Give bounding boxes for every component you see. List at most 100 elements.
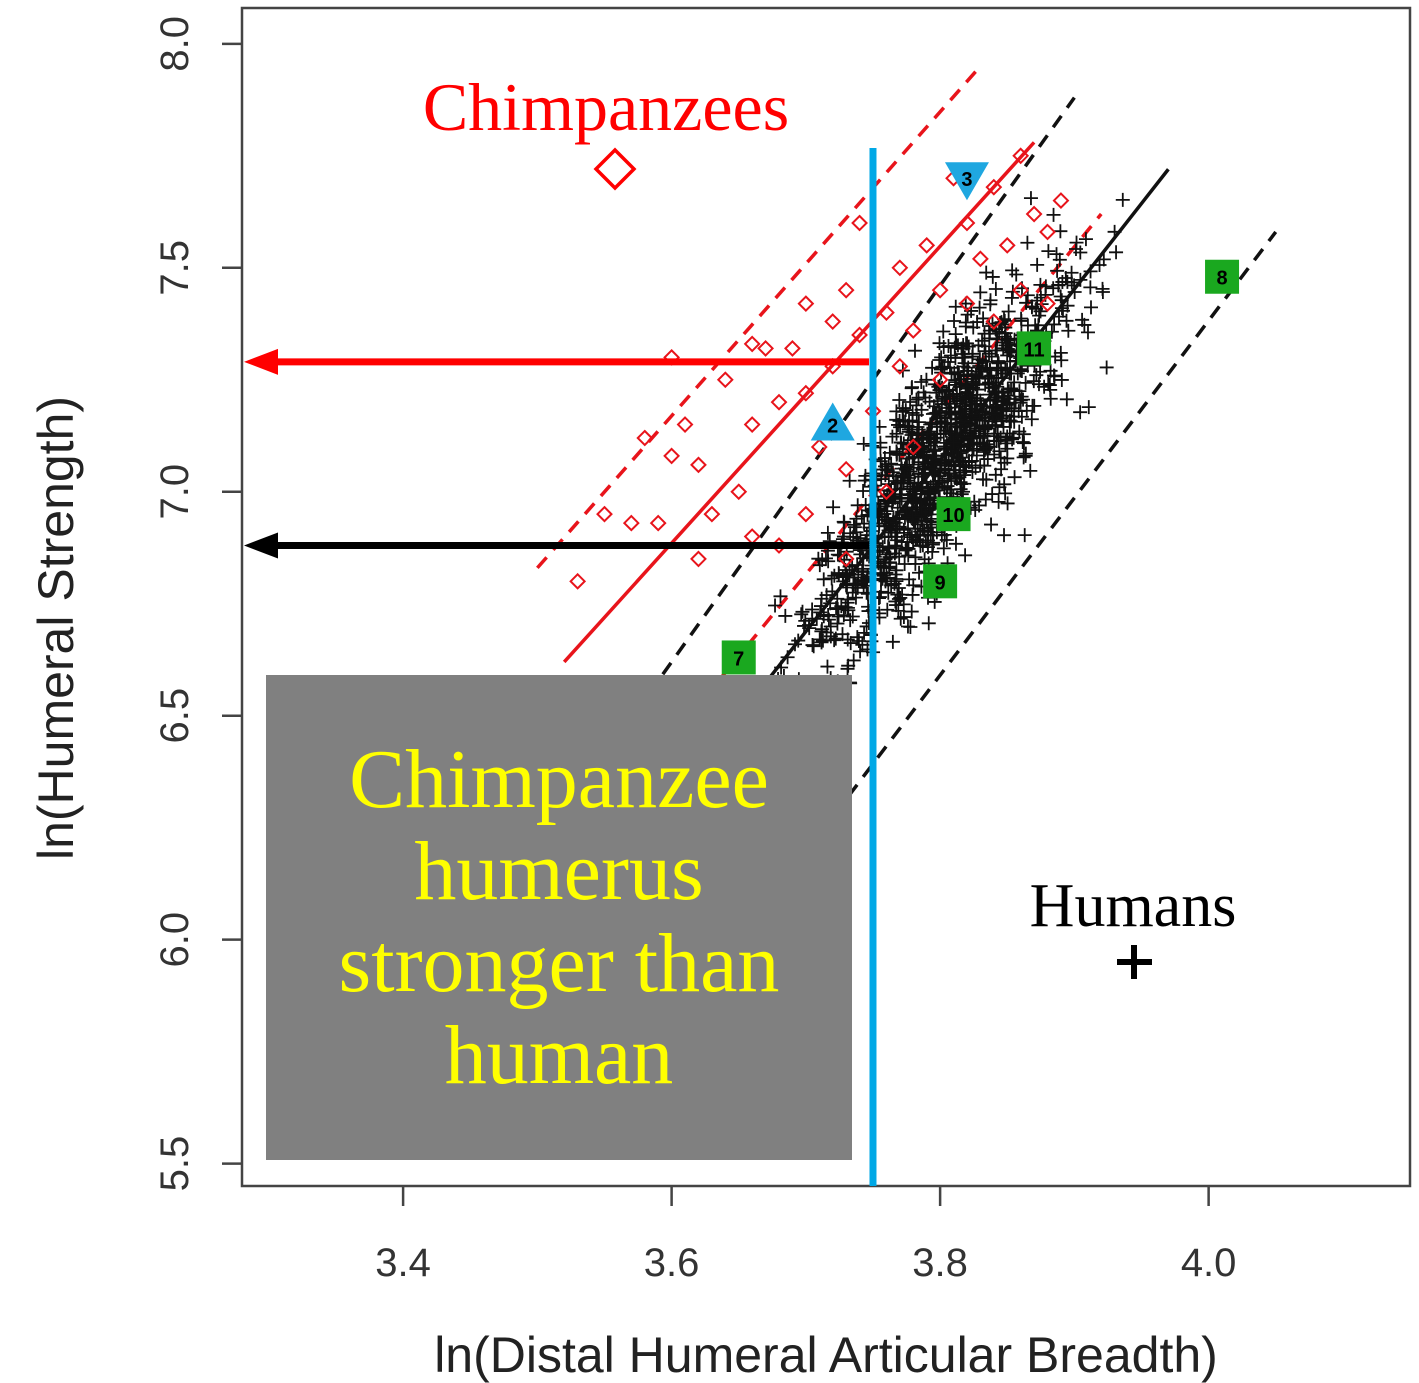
human-point <box>996 404 1011 419</box>
chimp-point <box>743 335 761 353</box>
human-point <box>909 392 924 407</box>
fossil-label: 7 <box>733 648 744 670</box>
human-point <box>1030 257 1045 272</box>
chimp-point <box>1025 205 1043 223</box>
human-point <box>1052 252 1067 267</box>
arrow-1 <box>244 532 869 559</box>
human-point <box>897 469 912 484</box>
chimp-point <box>918 236 936 254</box>
chimp-point <box>797 505 815 523</box>
human-point <box>987 447 1002 462</box>
human-point <box>982 407 997 422</box>
human-point <box>813 605 828 620</box>
human-point <box>890 587 905 602</box>
human-point <box>947 313 962 328</box>
human-point <box>984 517 999 532</box>
human-point <box>820 659 835 674</box>
chimp-point <box>958 214 976 232</box>
human-point <box>934 350 949 365</box>
human-point <box>806 639 821 654</box>
human-point <box>1003 414 1018 429</box>
human-point <box>1003 332 1018 347</box>
chimp-point <box>985 178 1003 196</box>
human-point <box>977 429 992 444</box>
human-point <box>903 395 918 410</box>
human-point <box>900 619 915 634</box>
chimp-point <box>797 384 815 402</box>
chimp-point <box>998 236 1016 254</box>
fossil-label: 3 <box>961 169 972 191</box>
chimp-point <box>743 528 761 545</box>
human-point <box>830 591 845 606</box>
chimp-point <box>757 339 775 357</box>
human-point <box>1099 360 1114 375</box>
human-point <box>982 346 997 361</box>
human-point <box>1043 391 1058 406</box>
human-point <box>847 570 862 585</box>
chimp-point <box>596 505 613 523</box>
human-point <box>964 430 979 445</box>
human-point <box>1014 364 1029 379</box>
human-point <box>1095 284 1110 299</box>
human-point <box>983 363 998 378</box>
fossil-10: 10 <box>936 497 971 532</box>
human-point <box>961 339 976 354</box>
human-point <box>914 500 929 515</box>
chimp-point <box>837 281 855 299</box>
human-point <box>885 634 900 649</box>
human-point <box>906 486 921 501</box>
human-point <box>917 552 932 567</box>
human-point <box>961 360 976 375</box>
human-point <box>816 572 831 587</box>
chimp-point <box>851 326 868 344</box>
human-point <box>1023 463 1038 478</box>
human-point <box>889 511 904 526</box>
human-point <box>820 525 835 540</box>
human-point <box>898 542 913 557</box>
human-point <box>891 603 906 618</box>
human-point <box>904 380 919 395</box>
x-tick-label-0: 3.4 <box>375 1241 431 1285</box>
human-point <box>892 494 907 509</box>
human-point <box>823 596 838 611</box>
human-point <box>831 566 846 581</box>
human-point <box>934 453 949 468</box>
chimp-fit-line <box>562 141 1036 664</box>
human-point <box>819 588 834 603</box>
human-point <box>768 598 783 613</box>
human-point <box>911 457 926 472</box>
chimp-point <box>931 371 949 389</box>
human-point <box>954 477 969 492</box>
human-point <box>907 343 922 358</box>
human-point <box>1069 235 1084 250</box>
human-point <box>902 527 917 542</box>
human-point <box>1014 389 1029 404</box>
human-point <box>794 607 809 622</box>
fossil-9: 9 <box>923 564 958 599</box>
human-point <box>900 521 915 536</box>
human-point <box>943 433 958 448</box>
chimp-point <box>784 339 801 357</box>
chimp-point <box>824 313 842 330</box>
human-point <box>925 415 940 430</box>
human-point <box>983 297 998 312</box>
chimp-point <box>931 281 949 299</box>
human-point <box>1051 309 1066 324</box>
human-point <box>880 602 895 617</box>
human-point <box>887 576 902 591</box>
human-point <box>850 557 865 572</box>
human-point <box>970 315 985 330</box>
human-point <box>1061 323 1076 338</box>
human-point <box>991 370 1006 385</box>
chimp-upper-band <box>536 65 982 570</box>
human-point <box>1024 412 1039 427</box>
human-point <box>880 463 895 478</box>
human-point <box>1016 450 1031 465</box>
human-point <box>981 418 996 433</box>
human-point <box>853 644 868 659</box>
human-point <box>938 411 953 426</box>
chimp-point <box>636 429 654 447</box>
human-point <box>988 321 1003 336</box>
human-point <box>835 627 850 642</box>
